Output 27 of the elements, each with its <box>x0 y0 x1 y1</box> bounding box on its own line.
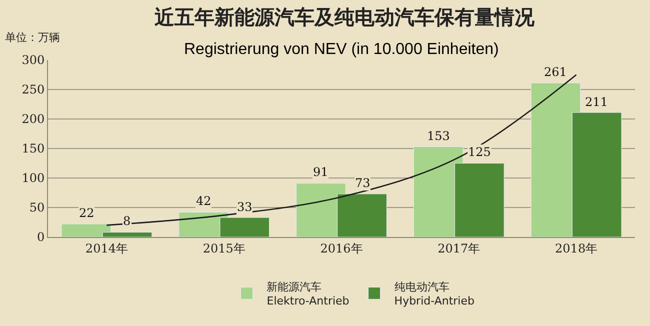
y-tick-label: 250 <box>22 82 45 97</box>
y-axis-title: 单位：万辆 <box>5 31 60 44</box>
data-label: 8 <box>123 214 131 228</box>
legend-label: 纯电动汽车 Hybrid-Antrieb <box>394 280 475 308</box>
data-label: 22 <box>79 206 94 220</box>
chart-title: 近五年新能源汽车及纯电动汽车保有量情况 <box>154 4 536 29</box>
data-label: 33 <box>237 200 252 214</box>
data-label: 211 <box>585 95 608 109</box>
y-tick-label: 0 <box>36 230 45 244</box>
data-label: 125 <box>468 145 491 159</box>
x-tick-label: 2016年 <box>320 241 363 256</box>
data-label: 91 <box>313 165 328 179</box>
y-tick-label: 200 <box>22 112 45 126</box>
data-label: 153 <box>427 129 450 143</box>
data-label: 261 <box>544 65 567 79</box>
data-label: 73 <box>355 176 370 190</box>
x-tick-label: 2015年 <box>202 241 246 256</box>
x-tick-label: 2017年 <box>438 241 480 256</box>
y-tick-label: 100 <box>22 171 45 186</box>
data-label: 42 <box>196 194 212 208</box>
x-tick-label: 2018年 <box>555 241 598 256</box>
chart-subtitle: Registrierung von NEV (in 10.000 Einheiten) <box>184 41 499 58</box>
x-tick-label: 2014年 <box>85 241 128 256</box>
y-tick-label: 50 <box>29 200 45 215</box>
legend-label: 新能源汽车 Elektro-Antrieb <box>266 280 350 308</box>
y-tick-label: 150 <box>22 142 45 156</box>
y-tick-label: 300 <box>22 53 45 68</box>
